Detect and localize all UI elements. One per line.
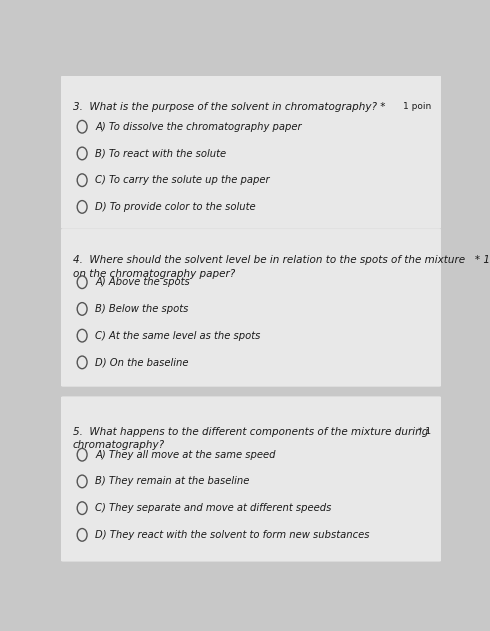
Text: A) To dissolve the chromatography paper: A) To dissolve the chromatography paper xyxy=(96,122,302,132)
Text: D) To provide color to the solute: D) To provide color to the solute xyxy=(96,202,256,212)
Text: C) To carry the solute up the paper: C) To carry the solute up the paper xyxy=(96,175,270,185)
FancyBboxPatch shape xyxy=(59,76,443,229)
Text: D) On the baseline: D) On the baseline xyxy=(96,357,189,367)
Text: on the chromatography paper?: on the chromatography paper? xyxy=(73,269,235,279)
Text: 5.  What happens to the different components of the mixture during: 5. What happens to the different compone… xyxy=(73,427,428,437)
FancyBboxPatch shape xyxy=(59,229,443,387)
Text: A) Above the spots: A) Above the spots xyxy=(96,277,190,287)
Text: 4.  Where should the solvent level be in relation to the spots of the mixture   : 4. Where should the solvent level be in … xyxy=(73,256,490,266)
Text: * 1: * 1 xyxy=(418,427,432,435)
Text: chromatography?: chromatography? xyxy=(73,440,165,450)
Text: B) Below the spots: B) Below the spots xyxy=(96,304,189,314)
FancyBboxPatch shape xyxy=(59,396,443,562)
Text: C) At the same level as the spots: C) At the same level as the spots xyxy=(96,331,261,341)
Text: C) They separate and move at different speeds: C) They separate and move at different s… xyxy=(96,503,332,513)
Text: 1 poin: 1 poin xyxy=(403,102,432,112)
Text: 3.  What is the purpose of the solvent in chromatography? *: 3. What is the purpose of the solvent in… xyxy=(73,102,385,112)
Text: D) They react with the solvent to form new substances: D) They react with the solvent to form n… xyxy=(96,530,370,540)
Text: A) They all move at the same speed: A) They all move at the same speed xyxy=(96,450,276,460)
Text: B) They remain at the baseline: B) They remain at the baseline xyxy=(96,476,250,487)
Text: B) To react with the solute: B) To react with the solute xyxy=(96,148,226,158)
